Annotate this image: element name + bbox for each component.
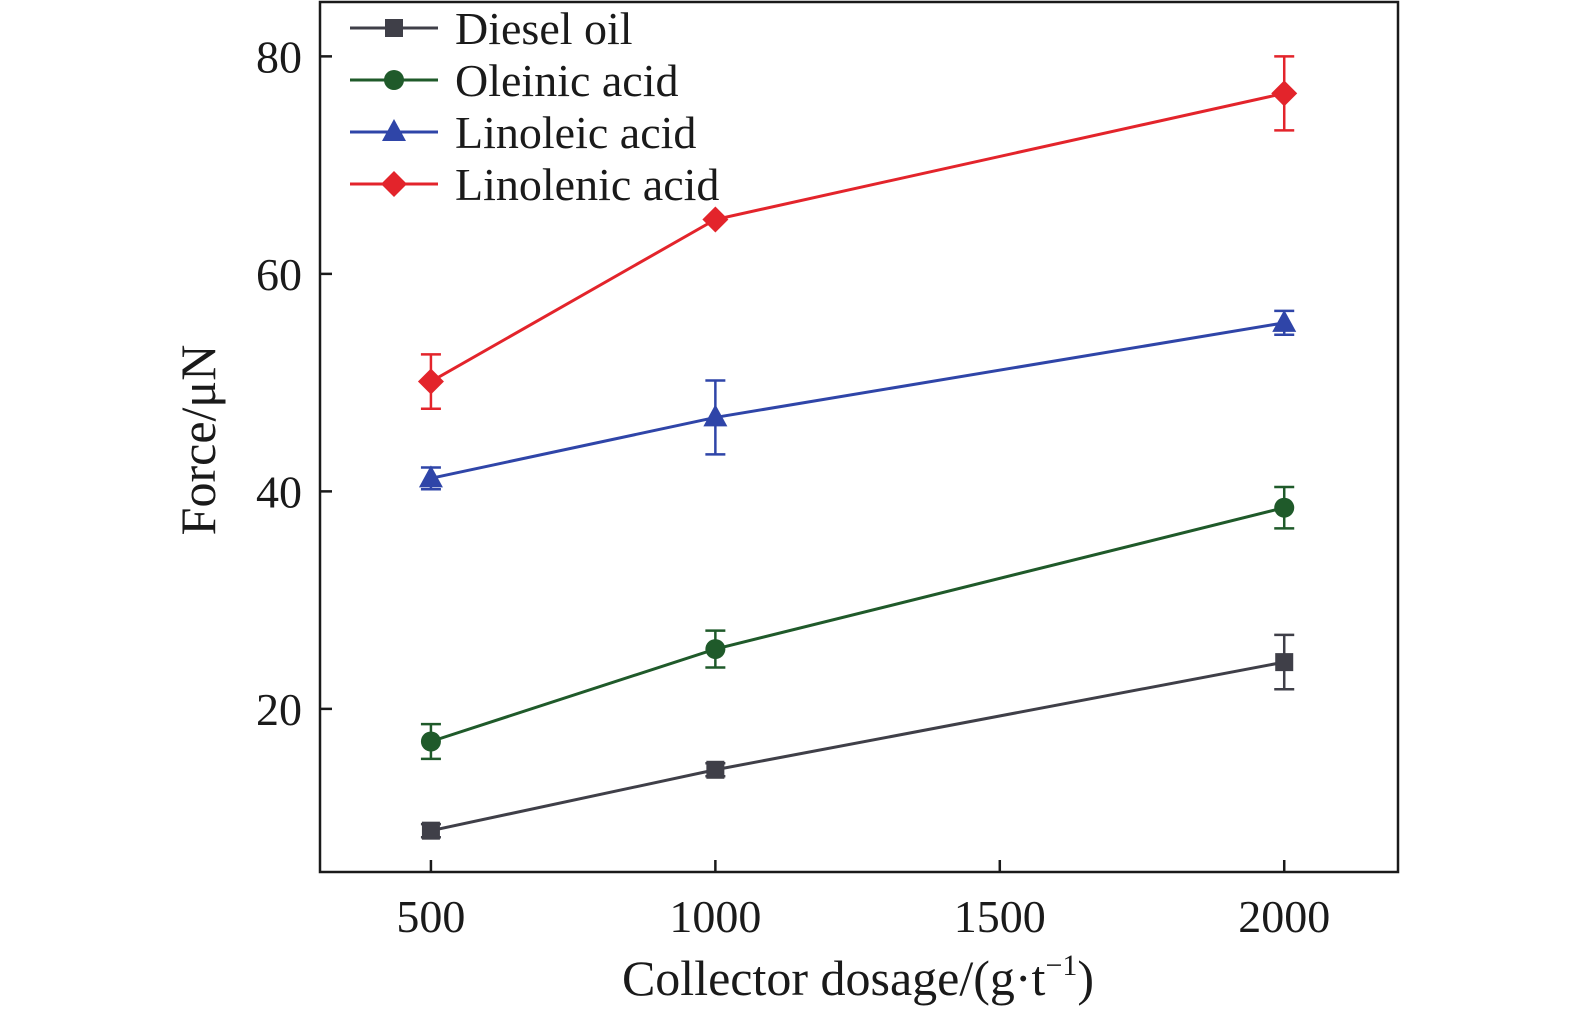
- legend-label: Oleinic acid: [455, 55, 679, 106]
- data-point: [1274, 497, 1295, 518]
- data-point: [1271, 80, 1298, 107]
- data-point: [703, 404, 728, 427]
- x-axis-label-tail: ): [1077, 950, 1094, 1006]
- legend-item: Linolenic acid: [350, 159, 719, 210]
- y-axis-label: Force/μN: [170, 345, 226, 536]
- series-line: [430, 660, 1285, 833]
- x-axis-label: Collector dosage/(g·t−1): [622, 949, 1094, 1006]
- series-line: [430, 506, 1285, 743]
- legend-marker: [382, 119, 406, 141]
- legend-item: Diesel oil: [350, 3, 633, 54]
- data-point: [706, 760, 725, 779]
- legend-label: Linolenic acid: [455, 159, 719, 210]
- x-axis-label-superscript: −1: [1045, 949, 1077, 982]
- y-axis: 20 40 60 80: [256, 31, 332, 735]
- data-point: [417, 368, 444, 395]
- x-tick-label: 500: [396, 891, 465, 942]
- data-point: [1272, 309, 1297, 332]
- legend-label: Diesel oil: [455, 3, 633, 54]
- x-tick-label: 2000: [1238, 891, 1330, 942]
- series-oleinic-acid: [420, 485, 1295, 761]
- legend-item: Linoleic acid: [350, 107, 696, 158]
- legend-label: Linoleic acid: [455, 107, 696, 158]
- legend-marker: [385, 19, 403, 37]
- plot-frame: [318, 0, 1400, 874]
- y-tick-label: 20: [256, 684, 302, 735]
- data-point: [421, 821, 440, 840]
- legend-item: Oleinic acid: [350, 55, 679, 106]
- y-tick-label: 60: [256, 249, 302, 300]
- x-axis: 500 1000 1500 2000: [396, 860, 1330, 942]
- series-layer: [417, 55, 1298, 840]
- series-linoleic-acid: [418, 309, 1297, 491]
- x-tick-label: 1500: [954, 891, 1046, 942]
- series-diesel-oil: [420, 633, 1295, 840]
- data-point: [420, 731, 441, 752]
- legend-marker: [384, 70, 404, 90]
- legend-marker: [381, 171, 407, 197]
- data-point: [702, 206, 729, 233]
- x-axis-label-main: Collector dosage/(g·t: [622, 950, 1046, 1006]
- series-linolenic-acid: [417, 55, 1298, 410]
- data-point: [418, 465, 443, 488]
- x-tick-label: 1000: [669, 891, 761, 942]
- y-tick-label: 40: [256, 466, 302, 517]
- data-point: [705, 639, 726, 660]
- y-tick-label: 80: [256, 31, 302, 82]
- data-point: [1275, 653, 1294, 672]
- series-line: [430, 321, 1285, 480]
